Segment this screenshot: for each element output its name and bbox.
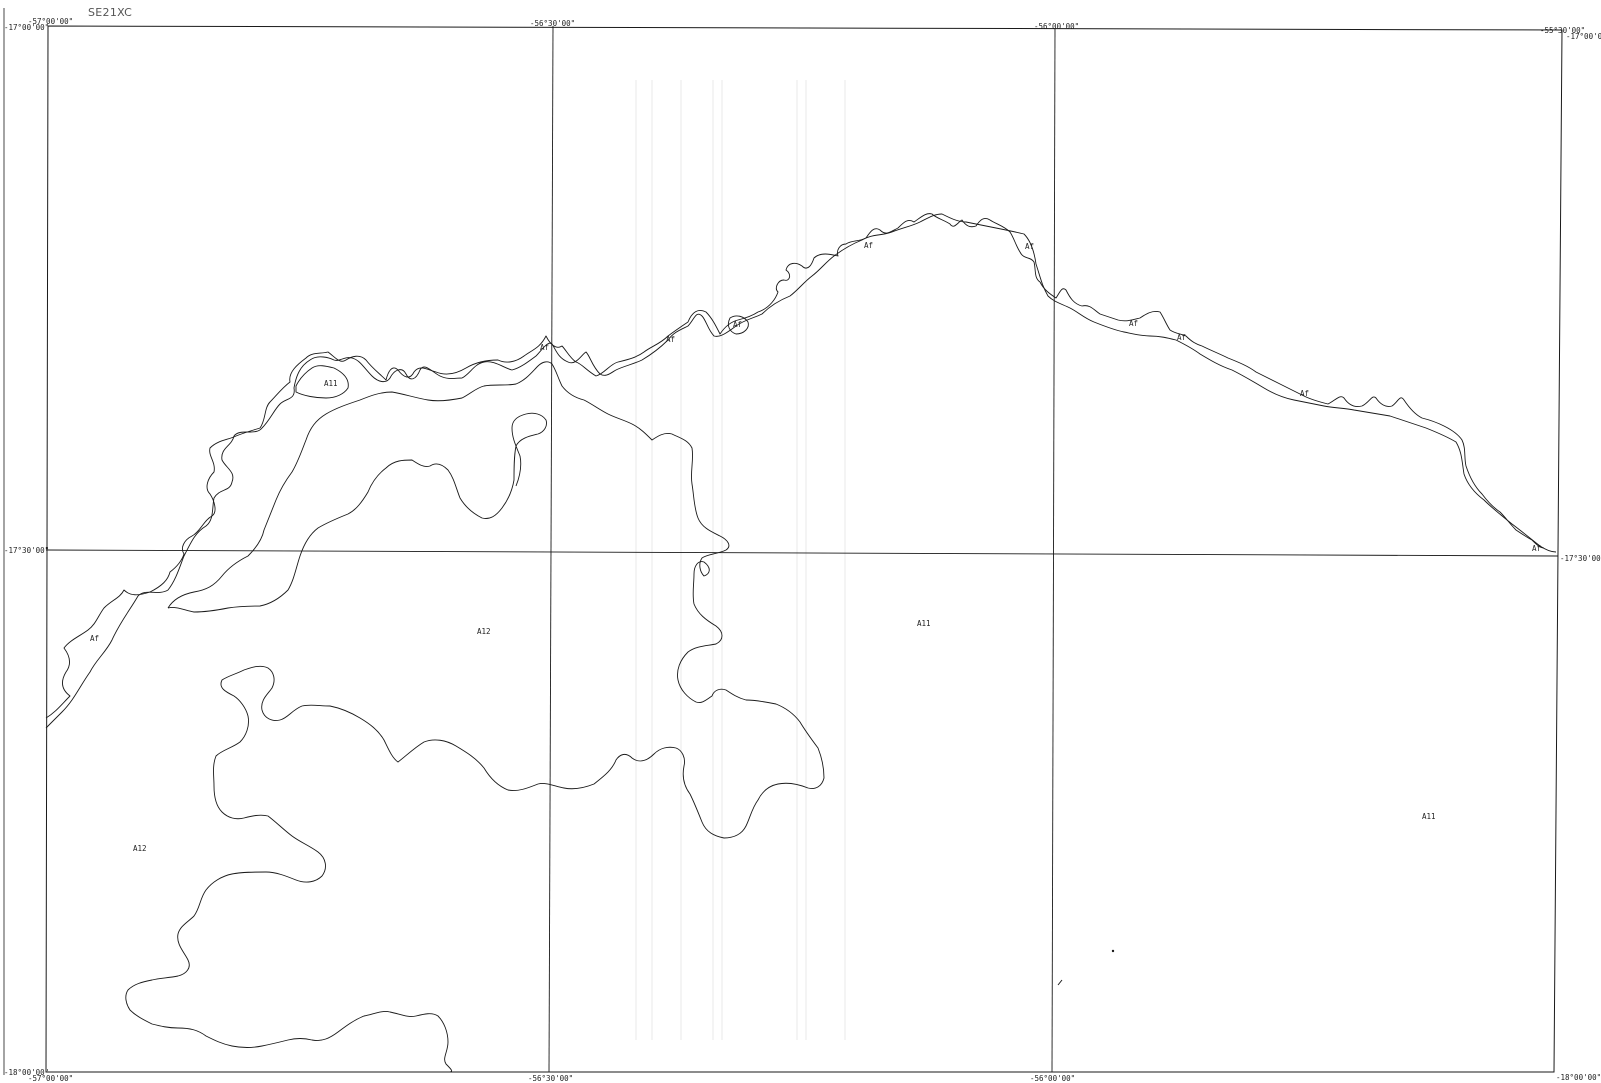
label-af-4: Af	[733, 320, 742, 329]
coord-bottom-56-00: -56°00'00"	[1030, 1074, 1075, 1083]
stray-marks	[1058, 950, 1114, 985]
label-af-10: Af	[1532, 544, 1541, 553]
label-a11-1: A11	[324, 379, 338, 388]
coord-bottom-57-00: -57°00'00"	[28, 1074, 73, 1083]
label-a11-3: A11	[1422, 812, 1436, 821]
coord-top-56-00: -56°00'00"	[1034, 22, 1079, 31]
a12-upper-lobe	[168, 413, 547, 612]
label-a12-1: A12	[477, 627, 491, 636]
coord-left-17-00: -17°00'00"	[4, 23, 49, 32]
parallel-17-30	[46, 550, 1558, 556]
escarpment-inner	[46, 214, 1544, 718]
label-af-1: Af	[90, 634, 99, 643]
af-inlier-west	[296, 366, 348, 398]
label-af-5: Af	[864, 241, 873, 250]
coord-right-17-30: -17°30'00	[1560, 554, 1601, 563]
coord-right-18-00: -18°00'00"	[1556, 1073, 1601, 1082]
label-a12-2: A12	[133, 844, 147, 853]
escarpment-outer	[46, 214, 1556, 728]
unit-boundaries	[46, 214, 1556, 1072]
label-a11-2: A11	[917, 619, 931, 628]
unit-labels: Af Af Af Af Af Af Af Af Af Af A11 A11 A1…	[90, 241, 1541, 853]
coord-top-56-30: -56°30'00"	[530, 19, 575, 28]
label-af-6: Af	[1025, 242, 1034, 251]
coord-bottom-56-30: -56°30'00"	[528, 1074, 573, 1083]
coord-right-17-00: -17°00'0	[1566, 32, 1601, 41]
graticule	[46, 26, 1558, 1072]
label-af-2: Af	[540, 343, 549, 352]
meridian-56-30	[549, 26, 553, 1072]
meridian-56-00	[1052, 28, 1055, 1072]
label-af-9: Af	[1300, 389, 1309, 398]
a11-a12-boundary	[126, 362, 824, 1072]
label-af-3: Af	[666, 335, 675, 344]
coord-left-17-30: -17°30'00"	[4, 546, 49, 555]
label-af-7: Af	[1129, 319, 1138, 328]
scan-artifacts	[636, 80, 845, 1040]
label-af-8: Af	[1177, 333, 1186, 342]
map-frame	[46, 26, 1562, 1072]
